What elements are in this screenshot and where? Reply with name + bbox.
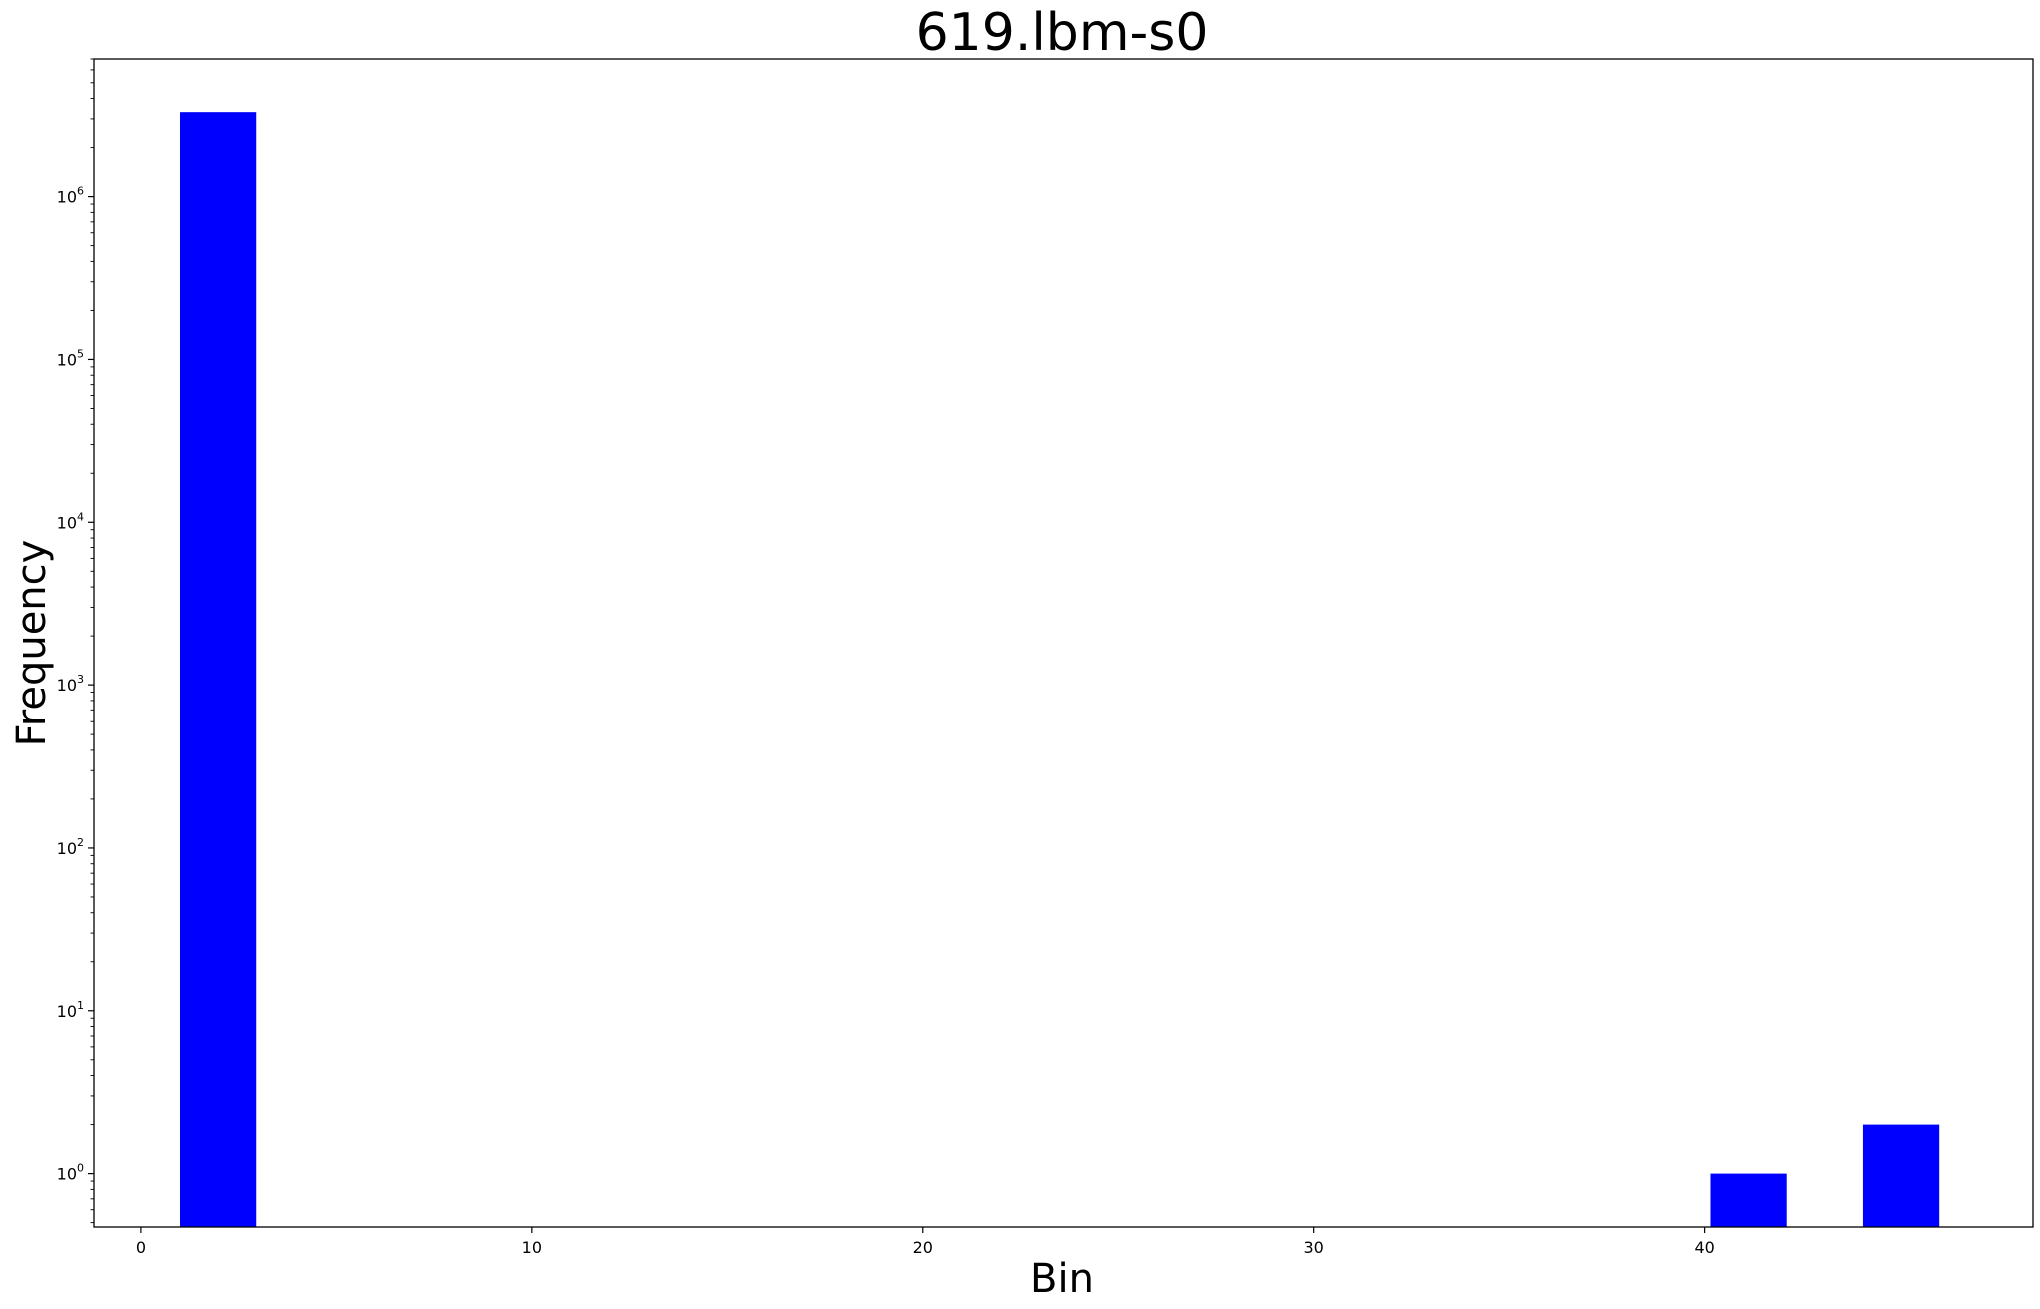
x-tick-label: 0 <box>136 1238 146 1257</box>
x-axis-label: Bin <box>1030 1256 1094 1302</box>
plot-frame <box>93 58 2034 1228</box>
y-ticks: 100 101 102 103 104 105 106 <box>57 185 94 1184</box>
bars-layer <box>180 112 1940 1228</box>
y-tick-label: 106 <box>57 185 84 207</box>
x-tick-label: 20 <box>913 1238 933 1257</box>
y-tick-label: 101 <box>57 999 84 1021</box>
bar-1 <box>1710 1173 1787 1227</box>
y-tick-label: 103 <box>57 673 84 695</box>
x-tick-label: 40 <box>1694 1238 1714 1257</box>
bar-2 <box>1862 1124 1940 1227</box>
y-tick-label: 102 <box>57 836 84 858</box>
x-tick-label: 10 <box>522 1238 542 1257</box>
y-axis-label: Frequency <box>9 540 55 747</box>
x-ticks: 0 10 20 30 40 <box>136 1227 1715 1257</box>
bar-0 <box>180 112 257 1228</box>
y-tick-label: 105 <box>57 347 84 369</box>
chart-title: 619.lbm-s0 <box>916 3 1209 63</box>
y-tick-label: 104 <box>57 510 84 532</box>
x-tick-label: 30 <box>1304 1238 1324 1257</box>
y-tick-label: 100 <box>57 1162 84 1184</box>
